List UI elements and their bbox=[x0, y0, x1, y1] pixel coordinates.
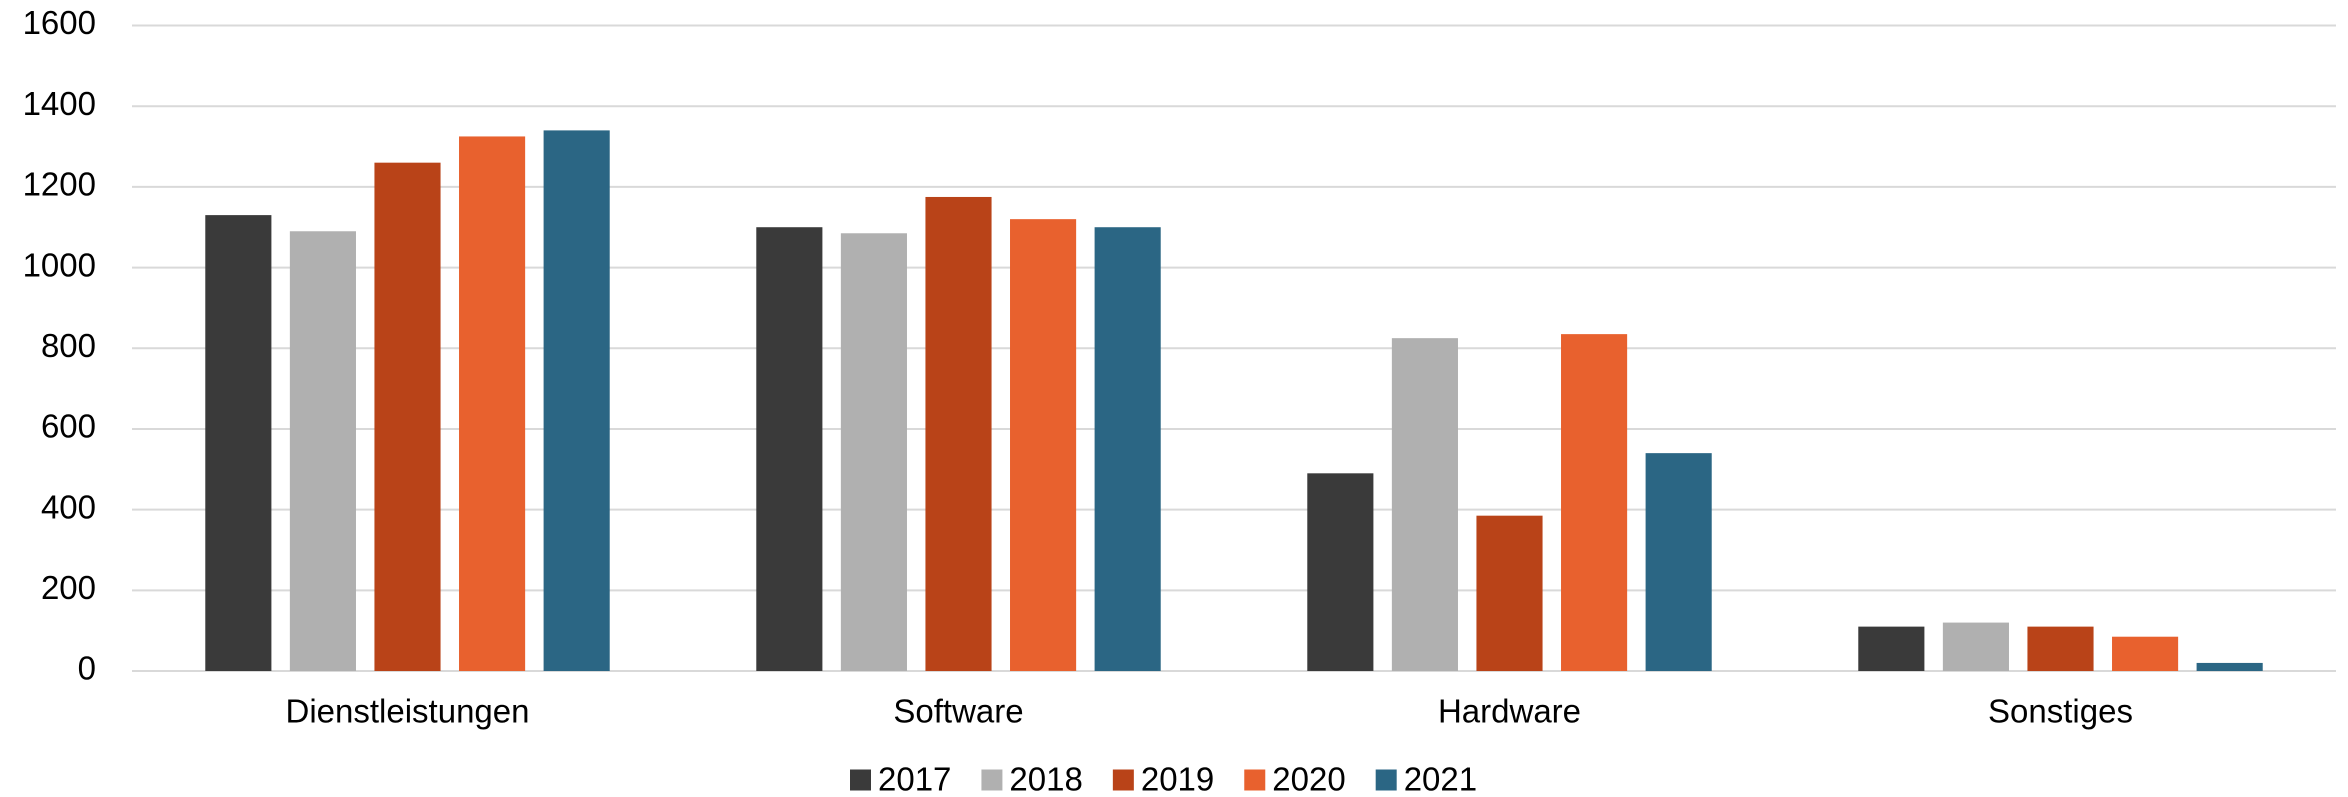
bar bbox=[840, 233, 907, 671]
y-tick-label: 400 bbox=[41, 488, 96, 525]
bar bbox=[1561, 334, 1628, 671]
y-tick-label: 600 bbox=[41, 408, 96, 445]
bar bbox=[2027, 626, 2094, 671]
legend-label: 2020 bbox=[1272, 761, 1345, 797]
bar bbox=[1094, 227, 1161, 671]
bar bbox=[1645, 453, 1712, 671]
legend-swatch bbox=[850, 769, 871, 791]
legend-label: 2021 bbox=[1404, 761, 1477, 797]
bar bbox=[1307, 473, 1374, 671]
legend-label: 2018 bbox=[1009, 761, 1082, 797]
bar bbox=[1476, 515, 1543, 671]
y-tick-label: 0 bbox=[78, 650, 96, 687]
legend-label: 2017 bbox=[878, 761, 951, 797]
x-tick-label: Sonstiges bbox=[1988, 693, 2133, 730]
x-tick-label: Hardware bbox=[1438, 693, 1581, 730]
y-tick-label: 1600 bbox=[23, 4, 96, 41]
bar bbox=[2196, 662, 2263, 671]
bar bbox=[289, 231, 356, 672]
bar bbox=[205, 215, 272, 671]
bar bbox=[543, 130, 610, 672]
bar bbox=[1010, 219, 1077, 671]
legend-swatch bbox=[1244, 769, 1266, 791]
x-tick-label: Software bbox=[893, 693, 1023, 730]
y-tick-label: 1000 bbox=[23, 246, 96, 283]
bar bbox=[459, 136, 526, 671]
bar bbox=[756, 227, 823, 671]
bar bbox=[2112, 636, 2179, 671]
bar bbox=[1391, 338, 1458, 671]
legend-label: 2019 bbox=[1141, 761, 1214, 797]
bar bbox=[925, 196, 992, 671]
legend-swatch bbox=[981, 769, 1003, 791]
x-tick-label: Dienstleistungen bbox=[286, 693, 530, 730]
bar bbox=[374, 162, 441, 671]
y-tick-label: 1400 bbox=[23, 85, 96, 122]
y-tick-label: 200 bbox=[41, 569, 96, 606]
bar bbox=[1942, 622, 2009, 671]
y-tick-label: 1200 bbox=[23, 166, 96, 203]
y-tick-label: 800 bbox=[41, 327, 96, 364]
legend-swatch bbox=[1375, 769, 1397, 791]
bar bbox=[1858, 626, 1925, 671]
legend-swatch bbox=[1112, 769, 1134, 791]
